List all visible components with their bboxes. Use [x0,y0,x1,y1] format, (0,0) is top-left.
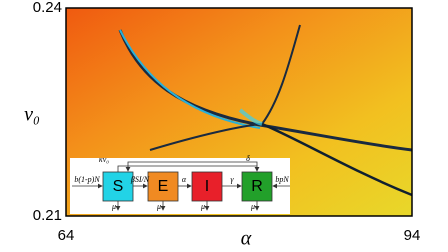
bifurcation-curves [118,24,413,197]
rate-label: α [182,175,187,184]
compartment [147,171,179,202]
death-rate: μ [156,202,161,211]
compartment-label: S [113,178,124,195]
y-tick-label: 0.24 [33,0,62,16]
rate-label: βSI/N [130,175,150,184]
compartment-label: R [251,178,263,195]
y-tick-label: 0.21 [33,207,62,224]
rate-label: bpN [275,175,289,184]
compartment-label: E [158,178,169,195]
compartment-label: I [205,178,209,195]
rate-label: δ [246,154,250,163]
death-rate: μ [250,202,255,211]
y-axis-label: v₀ [24,104,40,126]
rate-label: γ [230,175,234,184]
x-tick-label: 94 [404,227,421,244]
compartment [191,171,223,202]
plot-frame [65,7,413,217]
death-rate: μ [200,202,205,211]
inset-arrows [72,161,290,211]
compartment [102,171,134,202]
compartment [241,171,273,202]
rate-label: κv₀ [99,155,109,164]
x-axis-label: α [241,228,252,250]
death-rate: μ [111,202,116,211]
x-tick-label: 64 [58,227,75,244]
rate-label: b(1-p)N [74,175,100,184]
